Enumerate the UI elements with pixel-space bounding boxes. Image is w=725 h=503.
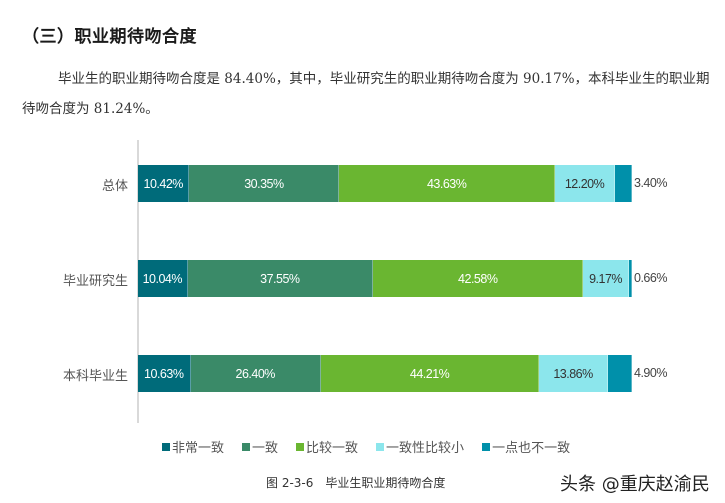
bar-segment: 30.35% [189,165,340,202]
bar-end-label: 3.40% [634,176,667,190]
bar-end-label: 4.90% [634,366,667,380]
bar-segment: 12.20% [554,165,616,202]
bar-row: 10.04% 37.55% 42.58% 9.17% [138,260,632,297]
category-label: 总体 [101,179,128,194]
legend-swatch-icon [376,442,385,451]
bar-end-label: 0.66% [634,271,667,285]
bar-segment: 37.55% [187,260,374,297]
category-label: 毕业研究生 [62,274,128,289]
legend-swatch-icon [242,442,251,451]
bar-segment: 10.04% [138,260,188,297]
legend-item: 比较一致 [296,437,358,456]
legend-swatch-icon [296,442,305,451]
bar-segment [628,260,632,297]
bar-segment [615,165,632,202]
summary-paragraph: 毕业生的职业期待吻合度是 84.40%，其中，毕业研究生的职业期待吻合度为 90… [22,71,710,117]
bar-segment: 26.40% [190,355,321,392]
bar-row: 10.42% 30.35% 43.63% 12.20% [138,165,632,202]
bar-segment: 9.17% [583,260,629,297]
y-axis-line [137,140,139,423]
legend-item: 一点也不一致 [482,437,570,456]
legend-item: 一致性比较小 [376,437,464,456]
watermark: 头条 @重庆赵渝民 [560,474,710,495]
bar-segment: 43.63% [339,165,555,202]
legend-swatch-icon [162,442,170,451]
chart-legend: 非常一致 一致 比较一致 一致性比较小 一点也不一致 [162,437,570,456]
legend-label: 非常一致 [172,441,225,456]
bar-row: 10.63% 26.40% 44.21% 13.86% [138,355,632,392]
bar-segment: 13.86% [539,355,608,392]
figure-caption: 图 2-3-6 毕业生职业期待吻合度 [266,476,446,490]
legend-label: 一致 [252,441,279,456]
legend-item: 非常一致 [162,437,224,456]
bar-segment: 10.63% [138,355,191,392]
legend-label: 一点也不一致 [492,441,571,456]
category-label: 本科毕业生 [62,369,128,384]
section-heading: （三）职业期待吻合度 [22,27,197,47]
legend-label: 一致性比较小 [386,441,465,456]
bar-segment [607,355,632,392]
bar-segment: 42.58% [373,260,584,297]
bar-segment: 10.42% [138,165,190,202]
legend-label: 比较一致 [306,441,359,456]
legend-swatch-icon [482,442,491,451]
legend-item: 一致 [242,437,278,456]
bar-segment: 44.21% [320,355,540,392]
